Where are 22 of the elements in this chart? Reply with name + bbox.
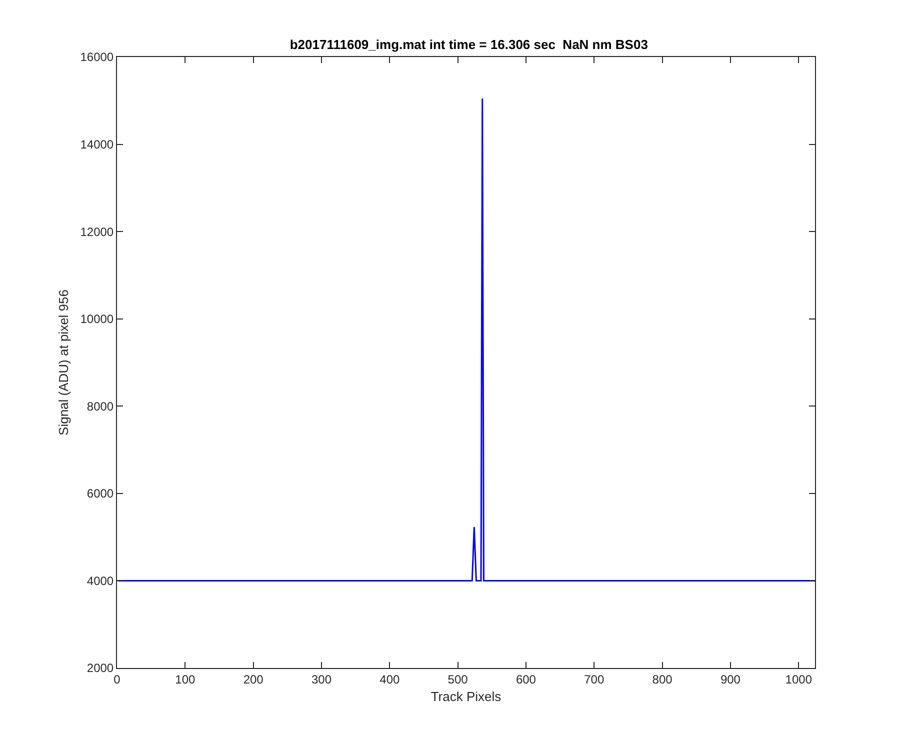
y-tick-label: 16000 [80, 50, 114, 64]
y-tick-label: 4000 [86, 574, 114, 588]
x-tick-label: 200 [243, 672, 264, 686]
x-tick-label: 100 [175, 672, 196, 686]
x-axis-title: Track Pixels [430, 689, 502, 704]
y-tick-label: 14000 [80, 137, 114, 152]
y-tick-label: 6000 [86, 486, 114, 501]
x-tick-label: 900 [720, 672, 741, 686]
y-axis-title: Signal (ADU) at pixel 956 [56, 290, 72, 436]
y-tick-label: 2000 [86, 661, 114, 676]
x-tick-label: 500 [448, 672, 468, 686]
x-tick-label: 600 [516, 672, 536, 686]
x-tick-label: 400 [380, 672, 400, 686]
x-tick-label: 700 [584, 672, 604, 686]
x-tick-label: 300 [311, 672, 332, 686]
y-tick-label: 8000 [86, 399, 114, 414]
x-tick-label: 0 [114, 672, 121, 686]
chart-title: b2017111609_img.mat int time = 16.306 sec NaN nm BS03 [290, 36, 648, 52]
x-tick-label: 1000 [785, 672, 812, 686]
y-tick-label: 10000 [80, 312, 114, 326]
y-tick-label: 12000 [80, 224, 114, 239]
x-tick-label: 800 [652, 672, 673, 686]
